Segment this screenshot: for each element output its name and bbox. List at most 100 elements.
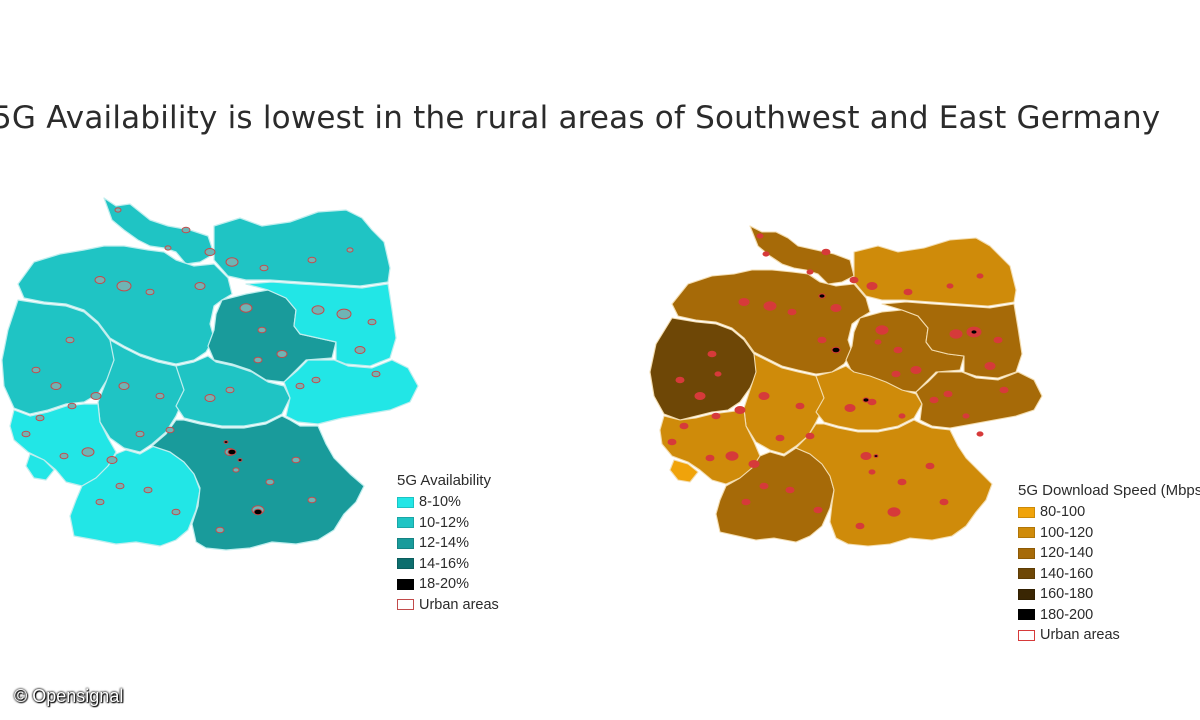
urban-areas-availability — [21, 207, 381, 534]
urban-area — [725, 451, 739, 461]
legend-label: 80-100 — [1040, 504, 1086, 521]
urban-area — [295, 382, 305, 390]
urban-area — [204, 248, 216, 256]
download-speed-map — [649, 225, 1043, 547]
urban-area — [237, 458, 243, 462]
urban-area — [265, 478, 275, 486]
legend-item: 120-140 — [1018, 543, 1200, 564]
urban-area — [239, 303, 253, 313]
urban-area — [762, 251, 770, 257]
region-bayern — [151, 415, 365, 551]
urban-area — [354, 346, 366, 354]
legend-item: 180-200 — [1018, 605, 1200, 626]
urban-area — [223, 440, 229, 444]
urban-area — [893, 346, 903, 354]
legend-label: 180-200 — [1040, 606, 1094, 623]
legend-item: 12-14% — [397, 533, 499, 554]
legend-label: 120-140 — [1040, 545, 1094, 562]
region-baden-wuerttemberg — [69, 445, 201, 547]
urban-area — [276, 350, 288, 358]
region-saarland — [25, 453, 55, 481]
urban-area — [307, 496, 317, 504]
legend-swatch-urban — [397, 599, 414, 611]
urban-area — [897, 478, 907, 486]
urban-area — [805, 432, 815, 440]
legend-item: 8-10% — [397, 492, 499, 513]
urban-area — [90, 392, 102, 400]
urban-area — [253, 356, 263, 364]
urban-area — [106, 456, 118, 464]
urban-area — [949, 329, 963, 339]
urban-area — [311, 376, 321, 384]
urban-area — [763, 301, 777, 311]
legend-swatch — [397, 578, 414, 590]
urban-area — [875, 325, 889, 335]
urban-area — [145, 288, 155, 296]
region-brandenburg — [881, 301, 1023, 379]
urban-area — [962, 413, 970, 419]
urban-area — [910, 366, 922, 374]
urban-area — [891, 370, 901, 378]
urban-area — [844, 404, 856, 412]
urban-area — [171, 508, 181, 516]
legend-item: 160-180 — [1018, 584, 1200, 605]
legend-label: 160-180 — [1040, 586, 1094, 603]
urban-area — [976, 273, 984, 279]
urban-area — [874, 339, 882, 345]
urban-area — [181, 226, 191, 234]
legend-item: 14-16% — [397, 554, 499, 575]
urban-area — [817, 336, 827, 344]
urban-area — [806, 269, 814, 275]
urban-area — [35, 414, 45, 422]
urban-area — [873, 454, 879, 458]
availability-legend-title: 5G Availability — [397, 472, 491, 489]
urban-area — [95, 498, 105, 506]
headline: 5G Availability is lowest in the rural a… — [0, 100, 1161, 136]
legend-label: 100-120 — [1040, 524, 1094, 541]
urban-area — [868, 469, 876, 475]
urban-area — [813, 506, 823, 514]
urban-area — [194, 282, 206, 290]
urban-area — [257, 326, 267, 334]
urban-area — [367, 318, 377, 326]
urban-area — [116, 280, 132, 292]
legend-swatch — [1018, 609, 1035, 621]
legend-label: 14-16% — [419, 555, 469, 572]
legend-swatch-urban — [1018, 629, 1035, 641]
urban-area — [694, 392, 706, 400]
urban-area — [679, 422, 689, 430]
urban-area — [215, 526, 225, 534]
urban-area — [787, 308, 797, 316]
urban-area — [311, 305, 325, 315]
legend-item: 18-20% — [397, 574, 499, 595]
urban-area — [748, 460, 760, 468]
legend-item: 100-120 — [1018, 523, 1200, 544]
urban-area — [734, 406, 746, 414]
urban-area — [371, 370, 381, 378]
legend-item: 10-12% — [397, 513, 499, 534]
urban-area — [821, 248, 831, 256]
legend-swatch — [397, 537, 414, 549]
urban-area — [291, 456, 301, 464]
urban-area — [259, 264, 269, 272]
urban-area — [970, 329, 978, 335]
legend-item: 140-160 — [1018, 564, 1200, 585]
region-schleswig-holstein — [749, 225, 855, 285]
download-speed-legend-title: 5G Download Speed (Mbps) — [1018, 482, 1200, 499]
urban-area — [939, 498, 949, 506]
region-nordrhein-westfalen — [649, 317, 759, 421]
region-sachsen — [283, 359, 419, 425]
availability-map — [1, 197, 419, 551]
urban-area — [67, 402, 77, 410]
urban-area — [866, 282, 878, 290]
urban-area — [81, 447, 95, 457]
urban-area — [741, 498, 751, 506]
urban-area — [831, 346, 841, 354]
urban-area — [849, 276, 859, 284]
legend-swatch — [397, 496, 414, 508]
urban-area — [759, 482, 769, 490]
urban-area — [999, 386, 1009, 394]
urban-area — [714, 371, 722, 377]
urban-area — [155, 392, 165, 400]
urban-area — [929, 396, 939, 404]
